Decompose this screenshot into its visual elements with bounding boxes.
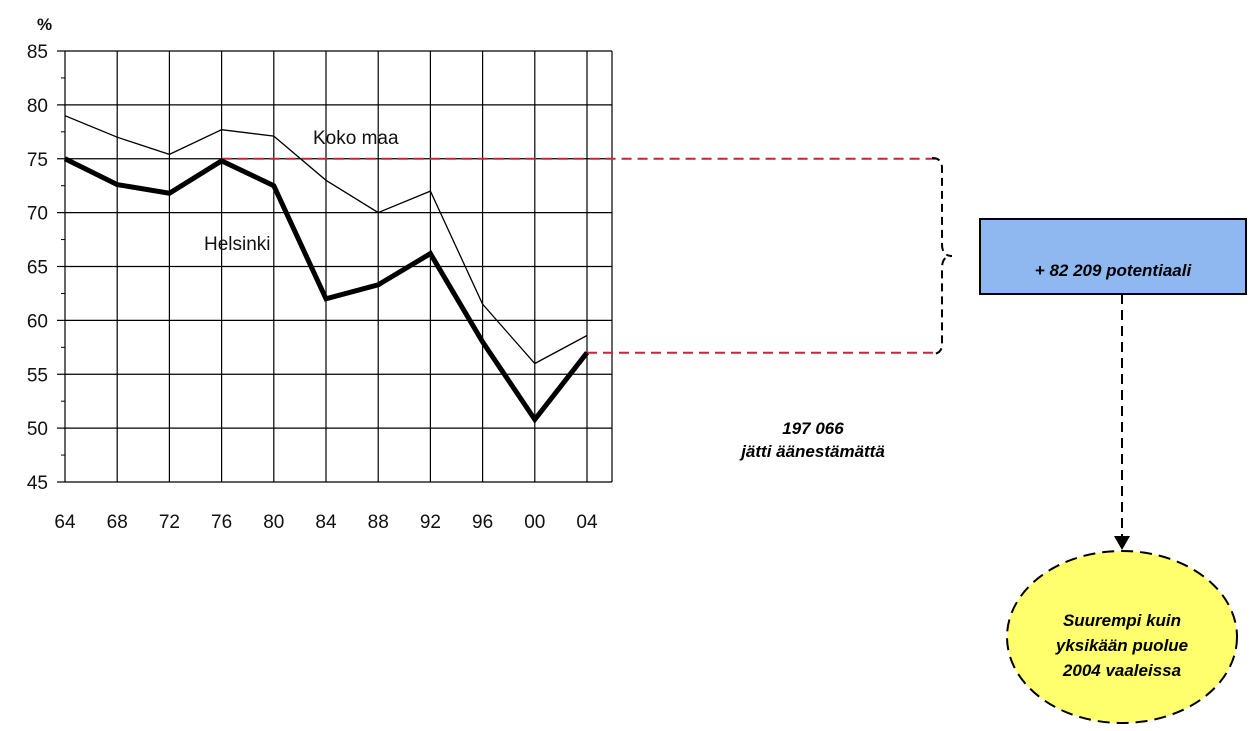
x-tick-label: 76 [211,512,232,533]
result-line-2: yksikään puolue [1055,636,1188,655]
x-tick-label: 88 [368,512,389,533]
series-label-koko-maa: Koko maa [313,128,399,149]
potential-text: + 82 209 potentiaali [1035,261,1193,280]
x-tick-label: 64 [54,512,76,533]
chart-grid [57,50,613,483]
result-line-1: Suurempi kuin [1063,611,1181,630]
x-tick-label: 72 [159,512,180,533]
series-lines [63,115,589,424]
y-tick-label: 50 [27,419,48,440]
y-tick-label: 70 [27,204,48,225]
result-ellipse [1006,550,1238,724]
nonvoters-count: 197 066 [782,419,844,438]
reference-lines [221,157,938,354]
arrow-head-icon [1114,536,1130,550]
x-tick-label: 68 [107,512,128,533]
y-tick-label: 80 [27,96,48,117]
y-axis-ticks: 45 50 55 60 65 70 75 80 85 [27,42,48,494]
series-label-helsinki: Helsinki [204,234,271,255]
nonvoters-text: jätti äänestämättä [739,442,885,461]
y-tick-label: 45 [27,473,48,494]
series-line-koko-maa [64,115,588,365]
x-tick-label: 96 [472,512,493,533]
y-tick-label: 60 [27,311,48,332]
y-unit-label: % [37,15,52,34]
x-tick-label: 84 [315,512,337,533]
x-tick-label: 04 [576,512,598,533]
y-tick-label: 55 [27,365,48,386]
y-tick-label: 65 [27,258,48,279]
series-line-helsinki [63,156,589,424]
result-line-3: 2004 vaaleissa [1062,661,1181,680]
y-tick-label: 75 [27,150,48,171]
x-tick-label: 92 [420,512,441,533]
potential-box [979,218,1247,295]
curly-brace [931,157,953,355]
x-tick-label: 80 [263,512,284,533]
x-tick-label: 00 [524,512,545,533]
x-axis-ticks: 64 68 72 76 80 84 88 92 96 00 04 [54,512,598,533]
y-tick-label: 85 [27,42,48,63]
